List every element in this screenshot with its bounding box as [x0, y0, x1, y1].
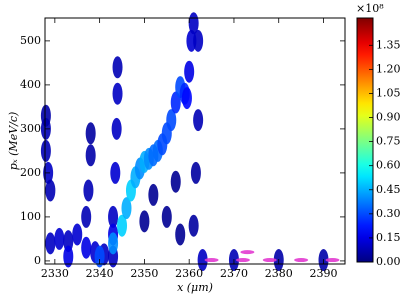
density-cell [166, 109, 177, 132]
density-cell [45, 179, 56, 202]
colorbar-tick-label: 0.75 [376, 135, 400, 148]
density-cell [40, 104, 51, 127]
density-cell [81, 236, 92, 259]
colorbar-tick-label: 0.60 [376, 159, 400, 172]
density-cell [175, 223, 186, 246]
density-cell [81, 205, 92, 228]
density-cell [193, 29, 204, 52]
colorbar-tick-label: 0.15 [376, 231, 400, 244]
y-tick-label: 500 [20, 34, 41, 47]
y-tick-label: 200 [20, 166, 41, 179]
y-tick-label: 300 [20, 122, 41, 135]
colorbar-tick-label: 0.45 [376, 183, 400, 196]
density-cell [240, 250, 255, 255]
density-cell [83, 179, 94, 202]
density-cell [85, 122, 96, 145]
colorbar-tick-label: 1.20 [376, 62, 400, 75]
density-cell [63, 245, 74, 268]
y-axis-label: pₓ (MeV/c) [7, 112, 20, 171]
x-tick-label: 2360 [175, 267, 203, 280]
density-cell [72, 223, 83, 246]
density-cell [108, 205, 119, 228]
density-cell [110, 161, 121, 184]
y-tick-label: 0 [34, 254, 41, 267]
colorbar-tick-label: 0.30 [376, 207, 400, 220]
density-cell [235, 258, 250, 263]
density-cell [294, 258, 309, 263]
x-axis-label: x (μm) [177, 281, 213, 294]
axes-frame [44, 17, 346, 265]
density-cell [111, 117, 122, 140]
y-tick-label: 100 [20, 210, 41, 223]
density-cell [161, 205, 172, 228]
density-cell [112, 82, 123, 105]
density-cell [94, 245, 105, 268]
density-cell [121, 197, 132, 220]
colorbar-tick-label: 0.00 [376, 255, 400, 268]
density-cell [190, 161, 201, 184]
density-cell [184, 60, 195, 83]
plot-area [40, 12, 340, 272]
x-tick-label: 2330 [41, 267, 69, 280]
x-tick-label: 2370 [220, 267, 248, 280]
colorbar-tick-label: 1.05 [376, 86, 400, 99]
density-cell [108, 232, 119, 255]
density-cell [54, 227, 65, 250]
density-cell [188, 214, 199, 237]
density-cell [45, 232, 56, 255]
density-cell [63, 230, 74, 253]
density-cell [85, 144, 96, 167]
density-cell [170, 170, 181, 193]
colorbar [356, 17, 374, 263]
density-cell [112, 56, 123, 79]
density-cell [262, 258, 277, 263]
x-tick-label: 2340 [86, 267, 114, 280]
density-cell [325, 258, 340, 263]
colorbar-tick-label: 0.90 [376, 111, 400, 124]
x-tick-label: 2350 [130, 267, 158, 280]
density-cell [181, 87, 192, 110]
density-cell [193, 109, 204, 132]
y-tick-label: 400 [20, 78, 41, 91]
density-cell [40, 139, 51, 162]
colorbar-tick-label: 1.35 [376, 38, 400, 51]
x-tick-label: 2380 [265, 267, 293, 280]
density-cell [204, 258, 219, 263]
density-cell [139, 210, 150, 233]
density-cell [117, 214, 128, 237]
density-cell [197, 249, 208, 272]
colorbar-multiplier: ×10⁸ [356, 2, 384, 15]
x-tick-label: 2390 [310, 267, 338, 280]
density-cell [148, 183, 159, 206]
